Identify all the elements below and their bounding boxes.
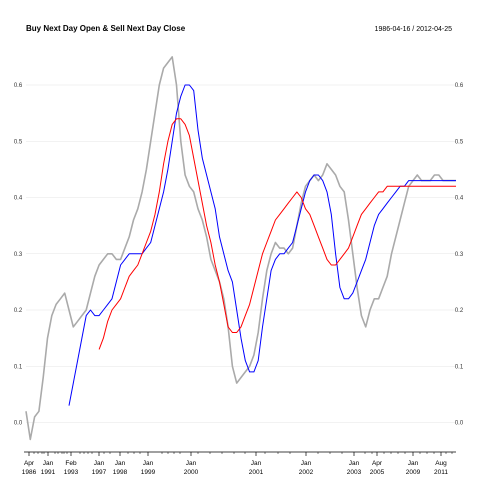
y-tick-label-left: 0.0 [14, 421, 23, 427]
date-range: 1986-04-16 / 2012-04-25 [375, 26, 453, 33]
y-tick-label-right: 0.2 [455, 308, 464, 314]
y-tick-label-right: 0.3 [455, 252, 464, 258]
y-axis-left: 0.0 0.1 0.2 0.3 0.4 0.5 0.6 [14, 83, 23, 427]
x-tick-label-month: Feb [65, 460, 77, 467]
y-tick-label-left: 0.6 [14, 83, 23, 89]
x-tick-label-year: 1991 [41, 469, 56, 476]
x-tick-label-year: 2001 [249, 469, 264, 476]
x-tick-label-month: Jan [94, 460, 105, 467]
y-tick-label-left: 0.2 [14, 308, 23, 314]
series-line-0 [25, 56, 456, 441]
y-tick-label-left: 0.4 [14, 196, 23, 202]
x-tick-label-year: 1993 [64, 469, 79, 476]
y-tick-label-right: 0.0 [455, 421, 464, 427]
x-tick-label-month: Jan [43, 460, 54, 467]
x-axis-ticks: Apr 1986 Jan 1991 Feb 1993 Jan 1997 Jan 1998 Jan 19… [22, 452, 453, 476]
x-tick-label-month: Jan [143, 460, 154, 467]
x-tick-label-year: 1997 [92, 469, 107, 476]
x-tick-label-month: Jan [115, 460, 126, 467]
y-axis-right: 0.0 0.1 0.2 0.3 0.4 0.5 0.6 [455, 83, 464, 427]
x-tick-label-year: 1998 [113, 469, 128, 476]
x-tick-label-month: Jan [251, 460, 262, 467]
y-tick-label-right: 0.4 [455, 196, 464, 202]
x-tick-label-month: Jan [408, 460, 419, 467]
y-tick-label-left: 0.3 [14, 252, 23, 258]
x-tick-label-year: 2011 [434, 469, 448, 476]
x-tick-label-month: Aug [435, 460, 447, 467]
x-tick-label-year: 1986 [22, 469, 37, 476]
y-tick-label-left: 0.5 [14, 139, 23, 145]
y-tick-label-right: 0.1 [455, 364, 464, 370]
x-tick-label-month: Jan [301, 460, 312, 467]
y-tick-label-right: 0.6 [455, 83, 464, 89]
x-tick-label-year: 1999 [141, 469, 156, 476]
x-tick-label-month: Apr [372, 460, 383, 467]
x-tick-label-month: Jan [349, 460, 360, 467]
x-tick-label-year: 2000 [184, 469, 199, 476]
x-tick-label-month: Apr [24, 460, 35, 467]
series-lines [25, 56, 456, 441]
x-tick-label-month: Jan [186, 460, 197, 467]
y-tick-label-right: 0.5 [455, 139, 464, 145]
x-tick-label-year: 2003 [347, 469, 362, 476]
gridlines [26, 84, 456, 423]
x-tick-label-year: 2009 [406, 469, 421, 476]
y-tick-label-left: 0.1 [14, 364, 23, 370]
series-line-2 [98, 118, 456, 350]
x-tick-label-year: 2005 [370, 469, 385, 476]
x-tick-label-year: 2002 [299, 469, 314, 476]
chart-title: Buy Next Day Open & Sell Next Day Close [26, 24, 186, 33]
series-line-1 [68, 84, 456, 406]
